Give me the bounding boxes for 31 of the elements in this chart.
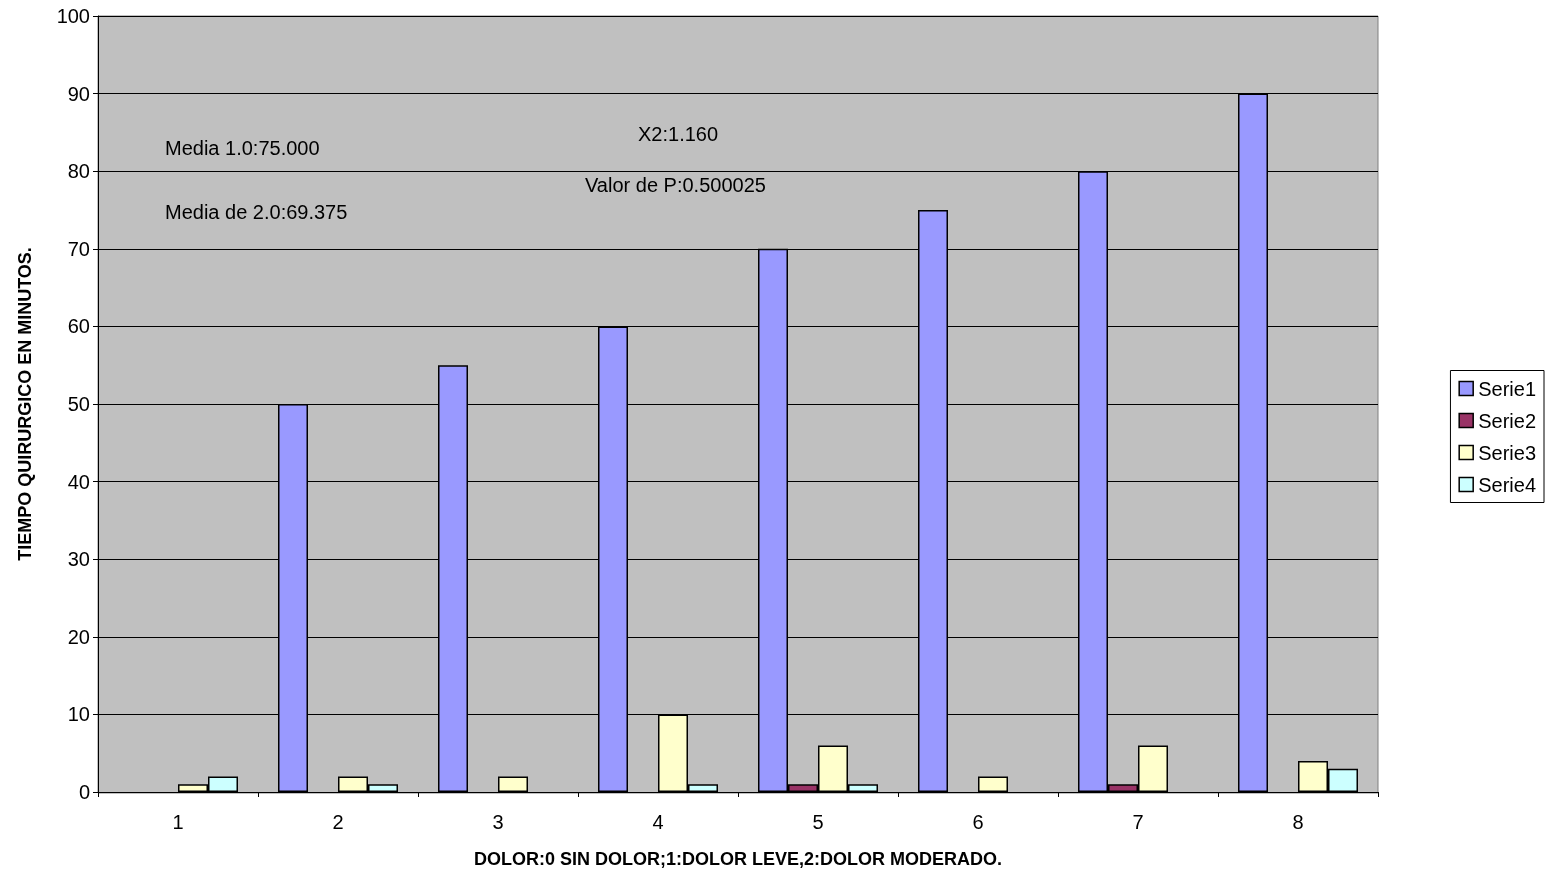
y-axis-title: TIEMPO QUIRURGICO EN MINUTOS.: [15, 247, 35, 561]
y-tick-label: 70: [67, 237, 90, 260]
x-axis-title: DOLOR:0 SIN DOLOR;1:DOLOR LEVE,2:DOLOR MODERADO.: [473, 849, 1003, 869]
x-tick-label: 7: [1132, 811, 1144, 833]
y-tick-label: 50: [67, 393, 90, 415]
y-tick-label: 80: [67, 160, 90, 183]
x-tick-label: 5: [812, 811, 824, 833]
y-tick-label: 40: [67, 470, 90, 493]
x-tick-label: 2: [332, 811, 344, 833]
legend-label: Serie2: [1478, 409, 1536, 432]
legend-label: Serie3: [1478, 441, 1536, 464]
x-tick-label: 4: [652, 811, 664, 833]
annotation: X2:1.160: [638, 123, 719, 145]
annotation: Media de 2.0:69.375: [165, 201, 348, 223]
annotation: Valor de P:0.500025: [585, 174, 766, 196]
x-tick-label: 6: [972, 811, 984, 833]
y-tick-label: 0: [78, 781, 90, 803]
y-tick-label: 20: [67, 625, 90, 648]
bar: [978, 776, 1008, 792]
legend-label: Serie1: [1478, 377, 1536, 400]
y-tick-label: 60: [67, 315, 90, 338]
x-tick-label: 3: [492, 811, 504, 833]
y-tick-label: 10: [67, 703, 90, 726]
bar: [498, 776, 528, 792]
y-tick-label: 30: [67, 548, 90, 571]
y-tick-label: 90: [67, 82, 90, 105]
x-tick-label: 8: [1292, 811, 1304, 833]
legend-label: Serie4: [1478, 473, 1536, 496]
x-tick-label: 1: [172, 811, 184, 833]
y-tick-label: 100: [56, 5, 90, 27]
annotation: Media 1.0:75.000: [165, 137, 320, 159]
